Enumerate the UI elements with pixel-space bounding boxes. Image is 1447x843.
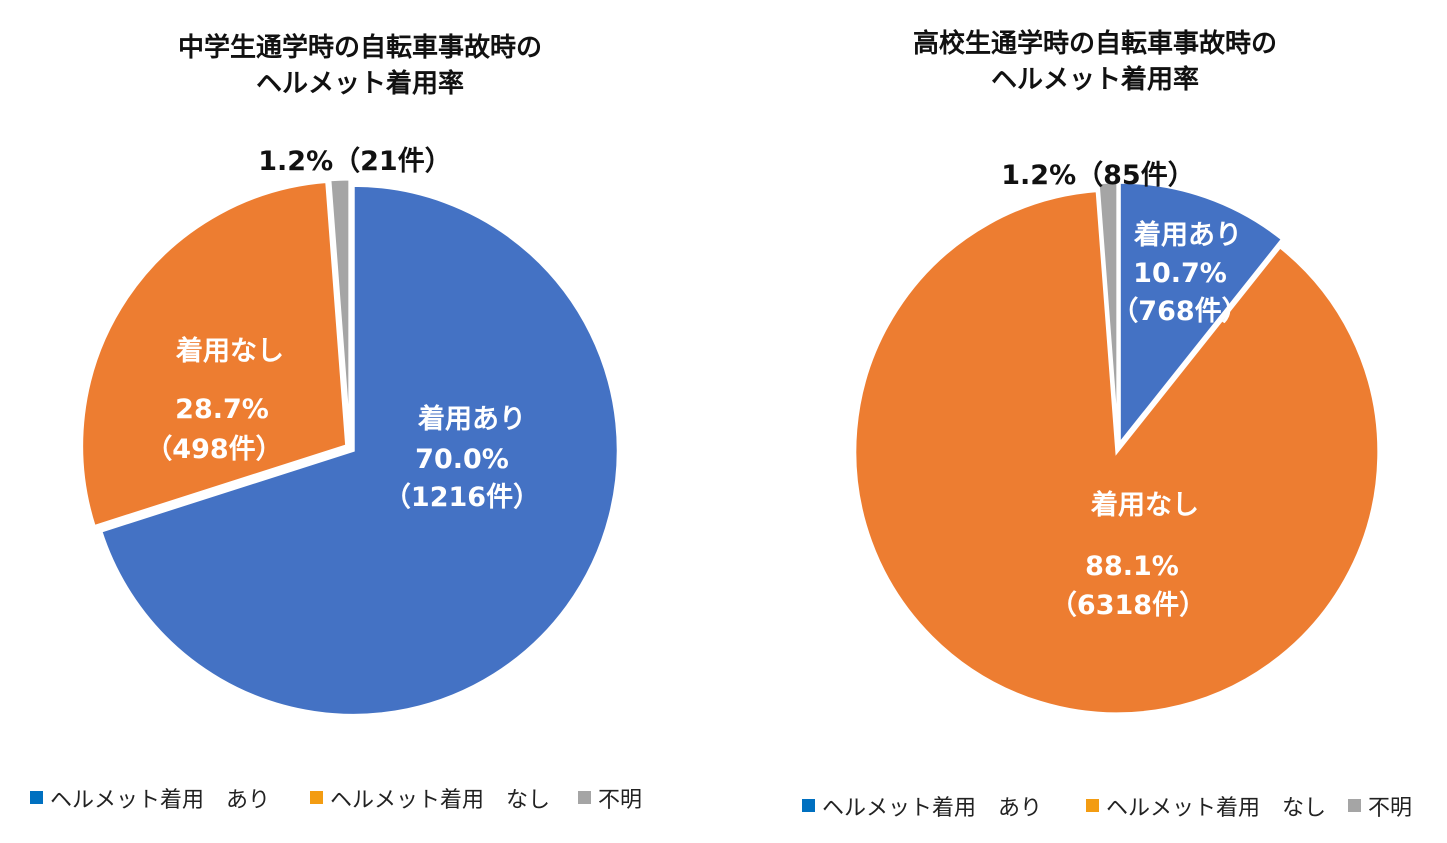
slice-label-worn-percent: 70.0% <box>415 444 509 475</box>
legend-swatch-notworn <box>1086 799 1099 812</box>
chart-title-line-1: 高校生通学時の自転車事故時の <box>913 28 1277 59</box>
pie-slice-worn <box>98 183 620 717</box>
legend-swatch-unknown <box>578 791 591 804</box>
legend-label-unknown: 不明 <box>1368 796 1412 821</box>
slice-label-worn-count: （1216件） <box>384 482 540 513</box>
chart-title-line-2: ヘルメット着用率 <box>991 64 1199 95</box>
pie-slice-notworn <box>80 179 349 529</box>
outside-label-unknown: 1.2%（21件） <box>258 146 451 177</box>
legend-swatch-worn <box>30 791 43 804</box>
legend-label-worn: ヘルメット着用 あり <box>50 788 270 813</box>
slice-label-notworn-percent: 88.1% <box>1085 551 1179 582</box>
legend-swatch-unknown <box>1348 799 1361 812</box>
slice-label-worn-percent: 10.7% <box>1133 258 1227 289</box>
slice-label-notworn-percent: 28.7% <box>175 394 269 425</box>
chart-title-line-2: ヘルメット着用率 <box>256 68 464 99</box>
pie-slice-worn <box>1117 180 1285 449</box>
slice-label-worn-text: 着用あり <box>1133 219 1242 251</box>
pie-slice-notworn <box>853 188 1381 716</box>
legend: ヘルメット着用 あり ヘルメット着用 なし 不明 <box>30 788 642 813</box>
pie-chart-high-school: 高校生通学時の自転車事故時の ヘルメット着用率 1.2%（85件） 着用あり 1… <box>802 28 1412 821</box>
legend-label-worn: ヘルメット着用 あり <box>822 796 1042 821</box>
legend-label-notworn: ヘルメット着用 なし <box>1106 796 1326 821</box>
legend-swatch-notworn <box>310 791 323 804</box>
slice-label-notworn-count: （498件） <box>145 434 282 465</box>
pie-slice-unknown <box>328 177 352 445</box>
legend-label-notworn: ヘルメット着用 なし <box>330 788 550 813</box>
legend-label-unknown: 不明 <box>598 788 642 813</box>
outside-label-unknown: 1.2%（85件） <box>1001 160 1194 191</box>
pie-slice-unknown <box>1096 180 1120 445</box>
legend-swatch-worn <box>802 799 815 812</box>
slice-label-worn-text: 着用あり <box>417 403 526 435</box>
chart-title-line-1: 中学生通学時の自転車事故時の <box>178 32 542 63</box>
pie-slices <box>80 177 620 717</box>
slice-label-notworn-text: 着用なし <box>175 335 284 367</box>
slice-label-worn-count: （768件） <box>1111 296 1248 327</box>
slice-label-notworn-text: 着用なし <box>1090 489 1199 521</box>
legend: ヘルメット着用 あり ヘルメット着用 なし 不明 <box>802 796 1412 821</box>
pie-slices <box>853 180 1381 716</box>
slice-label-notworn-count: （6318件） <box>1050 590 1206 621</box>
pie-chart-junior-high: 中学生通学時の自転車事故時の ヘルメット着用率 1.2%（21件） 着用あり 7… <box>30 32 642 813</box>
